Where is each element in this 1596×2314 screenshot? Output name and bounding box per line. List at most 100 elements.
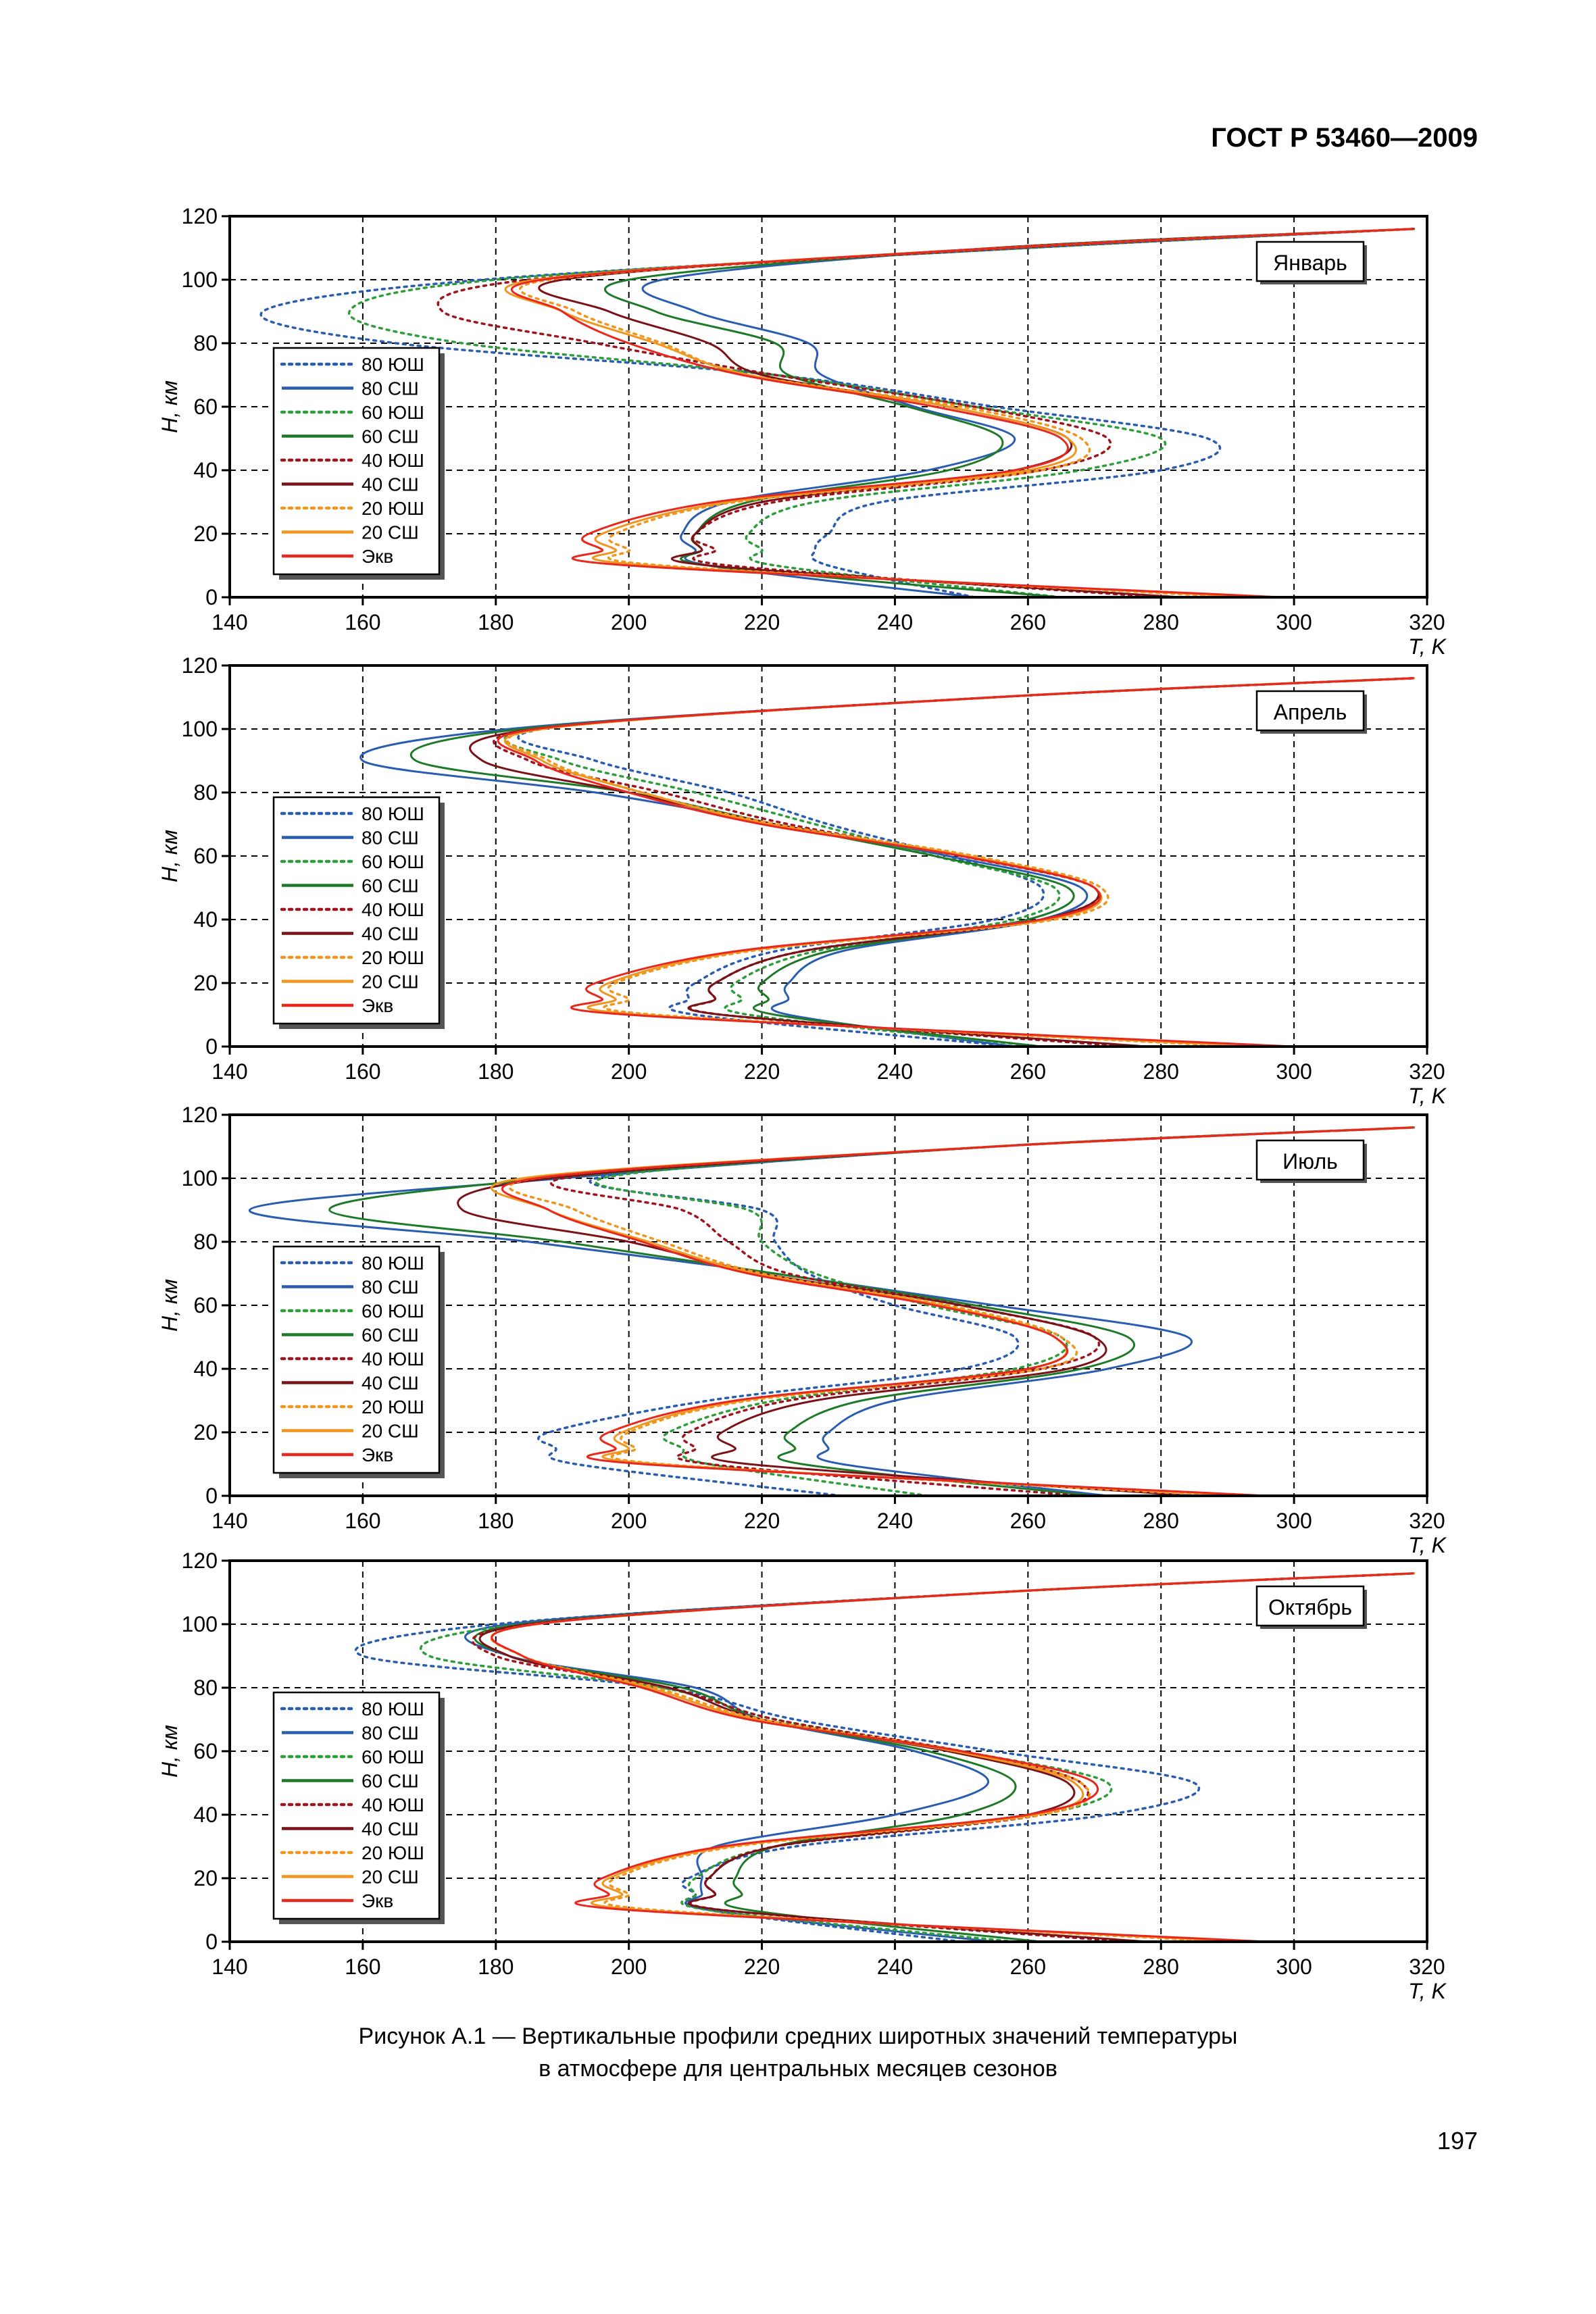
legend-entry-label: Экв xyxy=(361,1890,393,1911)
y-tick-label: 80 xyxy=(193,780,218,805)
x-tick-label: 320 xyxy=(1409,610,1445,634)
legend-entry-label: 40 ЮШ xyxy=(361,1349,424,1369)
legend-entry-label: 20 СШ xyxy=(361,522,419,543)
legend-entry-label: 40 ЮШ xyxy=(361,1794,424,1815)
x-tick-label: 240 xyxy=(877,1059,913,1084)
page-number: 197 xyxy=(1437,2127,1478,2155)
x-tick-label: 240 xyxy=(877,1955,913,1979)
legend-entry-label: 80 ЮШ xyxy=(361,1253,424,1274)
y-tick-label: 80 xyxy=(193,331,218,355)
y-tick-label: 40 xyxy=(193,1357,218,1381)
x-tick-label: 160 xyxy=(345,610,380,634)
series-line-Экв xyxy=(501,1126,1414,1496)
caption-line-1: Рисунок А.1 — Вертикальные профили средн… xyxy=(358,2023,1238,2049)
legend-entry-label: 20 СШ xyxy=(361,1867,419,1888)
legend-entry-label: 40 ЮШ xyxy=(361,450,424,471)
x-tick-label: 300 xyxy=(1276,610,1312,634)
x-tick-label: 320 xyxy=(1409,1509,1445,1533)
legend-entry-label: 20 СШ xyxy=(361,1421,419,1442)
legend-entry-label: 60 ЮШ xyxy=(361,402,424,423)
legend-entry-label: 40 СШ xyxy=(361,1819,419,1840)
caption-line-2: в атмосфере для центральных месяцев сезо… xyxy=(539,2056,1057,2082)
x-tick-label: 220 xyxy=(744,610,780,634)
y-tick-label: 0 xyxy=(205,1034,218,1059)
x-tick-label: 220 xyxy=(744,1059,780,1084)
y-tick-label: 60 xyxy=(193,1739,218,1763)
chart-panel-1: 140 160 180 200 220 240 260 280 300 320 0 20 40 60 80 1… xyxy=(157,653,1447,1108)
x-tick-label: 160 xyxy=(345,1955,380,1979)
legend-box xyxy=(272,347,441,576)
month-label: Январь xyxy=(1273,251,1347,275)
x-tick-label: 280 xyxy=(1143,1509,1179,1533)
legend-entry-label: 60 СШ xyxy=(361,1771,419,1792)
month-box xyxy=(1255,690,1365,732)
y-tick-label: 60 xyxy=(193,1293,218,1317)
month-label: Июль xyxy=(1282,1149,1338,1174)
y-tick-label: 0 xyxy=(205,1930,218,1954)
y-tick-label: 40 xyxy=(193,458,218,482)
charts-figure: 140 160 180 200 220 240 260 280 300 3200204060801… xyxy=(157,204,1447,2003)
legend-box xyxy=(272,1245,441,1474)
series-group xyxy=(359,677,1416,1047)
month-box xyxy=(1255,241,1365,282)
legend-entry-label: 20 ЮШ xyxy=(361,947,424,968)
y-tick-label: 80 xyxy=(193,1676,218,1700)
series-group xyxy=(259,228,1416,597)
y-tick-label: 0 xyxy=(205,1484,218,1508)
series-line-60-СШ xyxy=(328,1126,1414,1496)
y-tick-label: 20 xyxy=(193,971,218,995)
x-tick-label: 300 xyxy=(1276,1955,1312,1979)
legend-entry-label: 40 СШ xyxy=(361,1373,419,1394)
x-tick-label: 200 xyxy=(611,1059,647,1084)
legend-entry-label: 40 СШ xyxy=(361,474,419,495)
x-tick-label: 140 xyxy=(211,610,247,634)
month-box xyxy=(1255,1139,1365,1181)
series-line-Экв xyxy=(510,228,1414,597)
month-box xyxy=(1255,1585,1365,1627)
x-tick-label: 200 xyxy=(611,1509,647,1533)
legend-entry-label: 20 СШ xyxy=(361,972,419,992)
x-tick-label: 220 xyxy=(744,1955,780,1979)
y-tick-label: 100 xyxy=(182,268,218,292)
chart-panel-2: 140 160 180 200 220 240 260 280 300 320 0 20 40 60 80 1… xyxy=(157,1103,1447,1557)
figure-caption: Рисунок А.1 — Вертикальные профили средн… xyxy=(0,2020,1596,2085)
legend-entry-label: 60 СШ xyxy=(361,426,419,447)
x-tick-label: 180 xyxy=(478,1059,514,1084)
y-tick-label: 100 xyxy=(182,717,218,741)
x-tick-label: 280 xyxy=(1143,1059,1179,1084)
x-tick-label: 200 xyxy=(611,1955,647,1979)
x-tick-label: 300 xyxy=(1276,1059,1312,1084)
x-axis-label: T, K xyxy=(1408,634,1447,659)
x-tick-label: 140 xyxy=(211,1509,247,1533)
legend-entry-label: 40 ЮШ xyxy=(361,899,424,920)
x-tick-label: 300 xyxy=(1276,1509,1312,1533)
y-tick-label: 120 xyxy=(182,1103,218,1127)
series-group xyxy=(249,1126,1416,1496)
chart-panel-3: 140 160 180 200 220 240 260 280 300 320 0 20 40 60 80 1… xyxy=(157,1549,1447,2003)
x-tick-label: 160 xyxy=(345,1059,380,1084)
y-tick-label: 0 xyxy=(205,585,218,609)
legend-entry-label: 80 СШ xyxy=(361,378,419,399)
y-tick-label: 80 xyxy=(193,1230,218,1254)
legend-entry-label: Экв xyxy=(361,1444,393,1465)
series-group xyxy=(354,1572,1416,1942)
legend-entry-label: 80 ЮШ xyxy=(361,354,424,375)
legend-entry-label: 60 ЮШ xyxy=(361,1301,424,1322)
y-axis-label: H, км xyxy=(157,1725,182,1778)
x-tick-label: 260 xyxy=(1010,1059,1046,1084)
y-tick-label: 40 xyxy=(193,907,218,932)
month-label: Апрель xyxy=(1274,700,1347,724)
y-tick-label: 100 xyxy=(182,1612,218,1636)
legend-entry-label: 80 СШ xyxy=(361,1723,419,1744)
y-tick-label: 20 xyxy=(193,1420,218,1444)
x-tick-label: 200 xyxy=(611,610,647,634)
series-line-Экв xyxy=(497,677,1414,1047)
legend-entry-label: 80 ЮШ xyxy=(361,1699,424,1719)
y-tick-label: 60 xyxy=(193,844,218,868)
y-axis-label: H, км xyxy=(157,380,182,433)
x-tick-label: 260 xyxy=(1010,1509,1046,1533)
x-tick-label: 240 xyxy=(877,1509,913,1533)
x-tick-label: 220 xyxy=(744,1509,780,1533)
chart-panel-0: 140 160 180 200 220 240 260 280 300 320 0 20 40 60 80 1… xyxy=(157,204,1447,659)
x-tick-label: 140 xyxy=(211,1955,247,1979)
